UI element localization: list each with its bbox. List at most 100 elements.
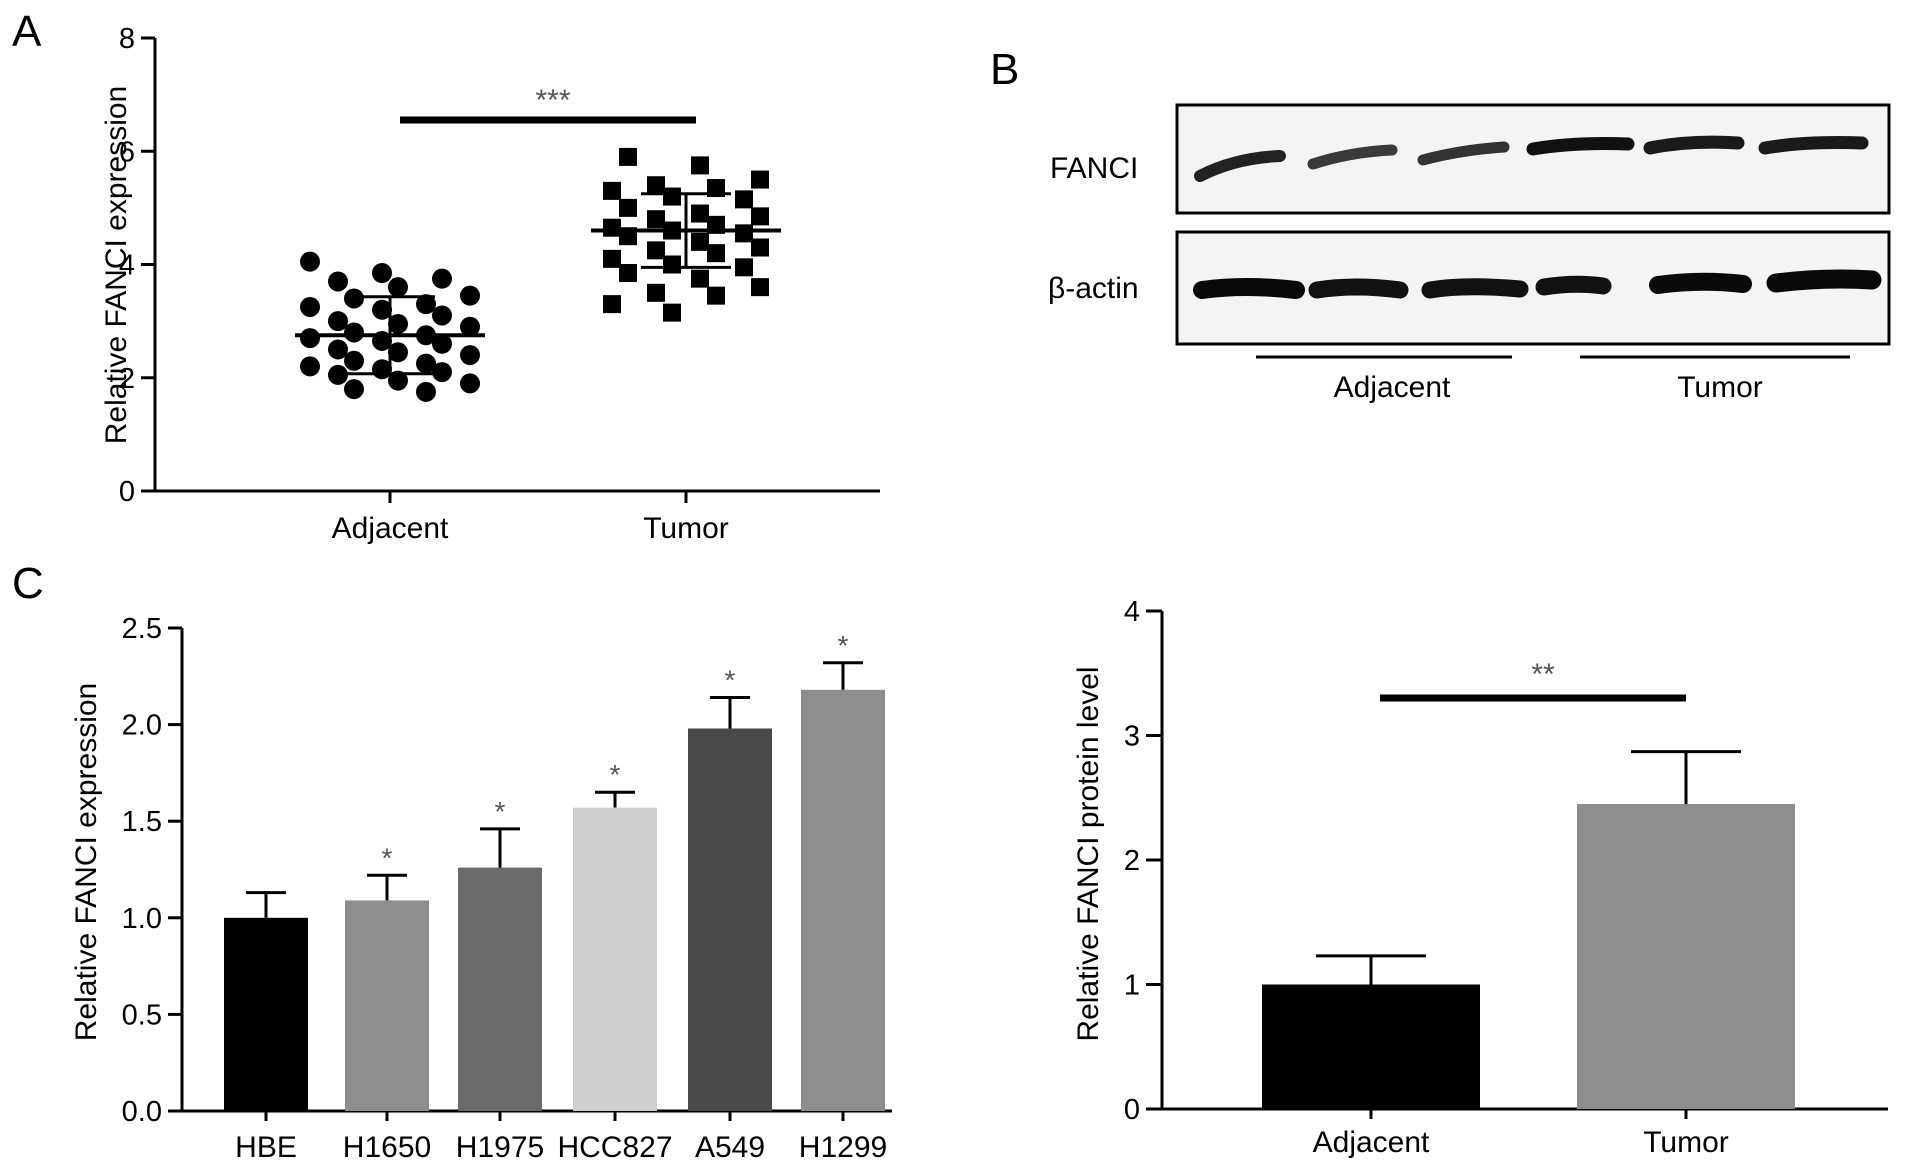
actin-band-1: [1193, 278, 1305, 299]
panel-a-tumor-point: [707, 244, 725, 263]
panel-a-adjacent-point: [328, 364, 348, 385]
panel-c-bar: [224, 917, 308, 1111]
panel-a-adjacent-point: [460, 345, 480, 366]
panel-letter-c: C: [12, 559, 44, 608]
panel-c-y-tick-label: 1.0: [122, 903, 162, 935]
panel-c-asterisk: *: [495, 796, 506, 827]
panel-a-adjacent-point: [432, 268, 452, 289]
panel-a-ylabel: Relative FANCI expression: [100, 86, 133, 444]
panel-a-scatter: Relative FANCI expression *** 0 2 4 6 8 Adjac…: [100, 23, 880, 545]
panel-a-y-tick-label: 6: [119, 136, 135, 168]
panel-c-y-tick-label: 1.5: [122, 806, 162, 838]
actin-band-2: [1308, 278, 1409, 299]
panel-a-adjacent-point: [300, 251, 320, 272]
panel-b-quant-bar-chart: Relative FANCI protein level ** 0 1 2 3 4 Adj…: [1072, 596, 1888, 1159]
panel-b-quant-bar: [1262, 984, 1480, 1109]
panel-a-tumor-point: [691, 156, 709, 175]
panel-a-adjacent-point: [372, 299, 392, 320]
panel-c-asterisk: *: [725, 665, 736, 696]
panel-a-tumor-point: [663, 303, 681, 322]
panel-a-tumor-point: [603, 218, 621, 237]
panel-a-tumor-point: [647, 176, 665, 195]
panel-b-quant-bar: [1577, 803, 1795, 1109]
group-label-tumor: Tumor: [1677, 371, 1763, 404]
panel-a-adjacent-point: [344, 322, 364, 343]
panel-a-tumor-point: [735, 190, 753, 209]
panel-b-quant-y-tick-label: 1: [1124, 970, 1140, 1002]
blot-label-fanci: FANCI: [1050, 152, 1138, 185]
panel-a-tumor-point: [663, 187, 681, 206]
panel-c-bar: [801, 689, 885, 1111]
panel-a-tumor-point: [603, 295, 621, 314]
panel-a-tumor-point: [751, 278, 769, 297]
panel-a-tumor-point: [751, 207, 769, 226]
panel-c-bar: [345, 900, 429, 1111]
panel-letter-a: A: [12, 7, 42, 56]
panel-c-x-tick-label: HCC827: [557, 1131, 672, 1164]
panel-a-adjacent-point: [328, 271, 348, 292]
actin-band-4: [1535, 275, 1612, 296]
panel-a-y-tick-label: 0: [119, 476, 135, 508]
panel-c-ylabel: Relative FANCI expression: [70, 683, 103, 1041]
panel-c-x-tick-label: A549: [695, 1131, 765, 1164]
panel-a-adjacent-point: [460, 373, 480, 394]
panel-a-adjacent-point: [432, 362, 452, 383]
panel-a-x-tick-label: Adjacent: [332, 512, 449, 545]
western-blot: FANCI β-actin Adjacent Tumor: [1048, 103, 1891, 404]
panel-a-tumor-point: [647, 241, 665, 260]
fanci-band-4: [1526, 137, 1635, 156]
panel-a-adjacent-point: [460, 285, 480, 306]
panel-a-tumor-point: [735, 258, 753, 277]
panel-a-tumor-point: [735, 224, 753, 243]
panel-c-y-tick-label: 2.0: [122, 710, 162, 742]
panel-b-quant-x-tick-label: Adjacent: [1313, 1126, 1430, 1159]
panel-letter-b: B: [990, 45, 1020, 94]
panel-b-quant-y-tick-label: 0: [1124, 1094, 1140, 1126]
panel-c-bar: [458, 867, 542, 1111]
panel-a-tumor-point: [691, 232, 709, 251]
panel-a-adjacent-point: [416, 381, 436, 402]
panel-a-adjacent-point: [300, 328, 320, 349]
panel-a-adjacent-point: [344, 350, 364, 371]
fanci-band-2: [1307, 144, 1398, 170]
panel-a-significance: ***: [535, 84, 570, 117]
panel-a-y-tick-label: 2: [119, 363, 135, 395]
panel-b-quant-x-tick-label: Tumor: [1643, 1126, 1729, 1159]
panel-a-adjacent-point: [432, 333, 452, 354]
panel-a-tumor-point: [751, 238, 769, 257]
blot-label-beta-actin: β-actin: [1048, 272, 1139, 305]
fanci-band-3: [1417, 141, 1510, 166]
panel-c-x-tick-label: H1650: [343, 1131, 431, 1164]
panel-a-adjacent-point: [344, 379, 364, 400]
panel-c-bar: [688, 728, 772, 1111]
panel-a-tumor-point: [619, 263, 637, 282]
panel-b-quant-y-tick-label: 4: [1124, 596, 1140, 628]
panel-c-x-tick-label: H1299: [799, 1131, 887, 1164]
panel-c-asterisk: *: [610, 759, 621, 790]
panel-a-adjacent-point: [460, 316, 480, 337]
fanci-band-6: [1758, 136, 1869, 155]
panel-b-quant-ylabel: Relative FANCI protein level: [1072, 666, 1105, 1041]
panel-a-adjacent-point: [328, 339, 348, 360]
panel-a-tumor-point: [603, 181, 621, 200]
panel-c-y-tick-label: 2.5: [122, 613, 162, 645]
actin-band-5: [1649, 272, 1752, 294]
panel-a-tumor-point: [691, 204, 709, 223]
panel-b-quant-y-tick-label: 2: [1124, 845, 1140, 877]
panel-a-adjacent-point: [300, 296, 320, 317]
panel-a-y-tick-label: 8: [119, 23, 135, 55]
panel-c-bar: [573, 807, 657, 1111]
panel-a-adjacent-point: [416, 353, 436, 374]
panel-a-tumor-point: [619, 198, 637, 217]
panel-c-y-tick-label: 0.0: [122, 1096, 162, 1128]
blot-box-fanci: [1175, 103, 1891, 215]
fanci-band-5: [1643, 135, 1745, 155]
panel-a-adjacent-point: [388, 370, 408, 391]
panel-a-x-tick-label: Tumor: [643, 512, 729, 545]
panel-a-tumor-point: [691, 269, 709, 288]
panel-c-x-tick-label: H1975: [456, 1131, 544, 1164]
panel-a-tumor-point: [751, 170, 769, 189]
actin-band-6: [1766, 269, 1882, 293]
group-label-adjacent: Adjacent: [1334, 371, 1451, 404]
panel-a-adjacent-point: [416, 294, 436, 315]
